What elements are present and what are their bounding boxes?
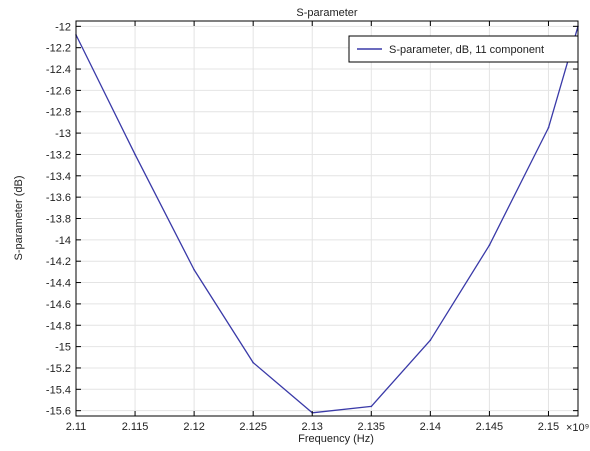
y-axis-title: S-parameter (dB) (13, 176, 25, 261)
data-point (134, 153, 136, 156)
series-line (75, 26, 579, 414)
data-point (370, 405, 373, 408)
y-tick-label: -15.4 (46, 384, 71, 396)
chart-title: S-parameter (296, 7, 357, 19)
data-point (547, 126, 550, 129)
y-tick-label: -13 (55, 128, 71, 140)
y-tick-label: -12.2 (46, 43, 71, 55)
x-tick-label: 2.115 (122, 421, 149, 433)
y-tick-label: -15.6 (46, 406, 71, 418)
y-tick-label: -14 (55, 235, 71, 247)
y-tick-label: -12.8 (46, 107, 71, 119)
x-tick-label: 2.15 (538, 421, 559, 433)
y-tick-label: -14.8 (46, 320, 71, 332)
x-tick-label: 2.11 (66, 421, 87, 433)
x-tick-label: 2.14 (420, 421, 441, 433)
x-tick-label: 2.13 (302, 421, 323, 433)
y-tick-label: -12.4 (46, 64, 71, 76)
data-point (252, 361, 254, 364)
y-tick-label: -15.2 (46, 363, 71, 375)
legend: S-parameter, dB, 11 component (348, 35, 579, 63)
x-axis-title: Frequency (Hz) (298, 433, 374, 445)
y-tick-label: -14.6 (46, 299, 71, 311)
y-tick-label: -13.4 (46, 171, 71, 183)
legend-entry-label: S-parameter, dB, 11 component (389, 44, 544, 56)
x-tick-label: 2.12 (183, 421, 204, 433)
y-tick-label: -13.2 (46, 149, 71, 161)
y-tick-label: -13.8 (46, 214, 71, 226)
y-tick-label: -12 (55, 21, 71, 33)
x-tick-label: 2.145 (476, 421, 504, 433)
data-point (193, 268, 195, 271)
data-point (429, 339, 432, 342)
data-point (488, 244, 491, 246)
y-tick-label: -12.6 (46, 85, 71, 97)
series-layer (75, 25, 579, 414)
grid-layer (75, 21, 578, 416)
y-tick-label: -14.2 (46, 256, 71, 268)
y-tick-label: -13.6 (46, 192, 71, 204)
tick-layer: 2.11 2.115 2.12 2.125 2.13 2.135 2.14 2.145 2.15… (46, 21, 578, 433)
x-tick-label: 2.135 (358, 421, 386, 433)
y-tick-label: -15 (55, 342, 71, 354)
x-axis-multiplier: ×10⁹ (566, 422, 589, 434)
legend-box (348, 35, 579, 63)
y-tick-label: -14.4 (46, 278, 71, 290)
x-tick-label: 2.125 (239, 421, 267, 433)
